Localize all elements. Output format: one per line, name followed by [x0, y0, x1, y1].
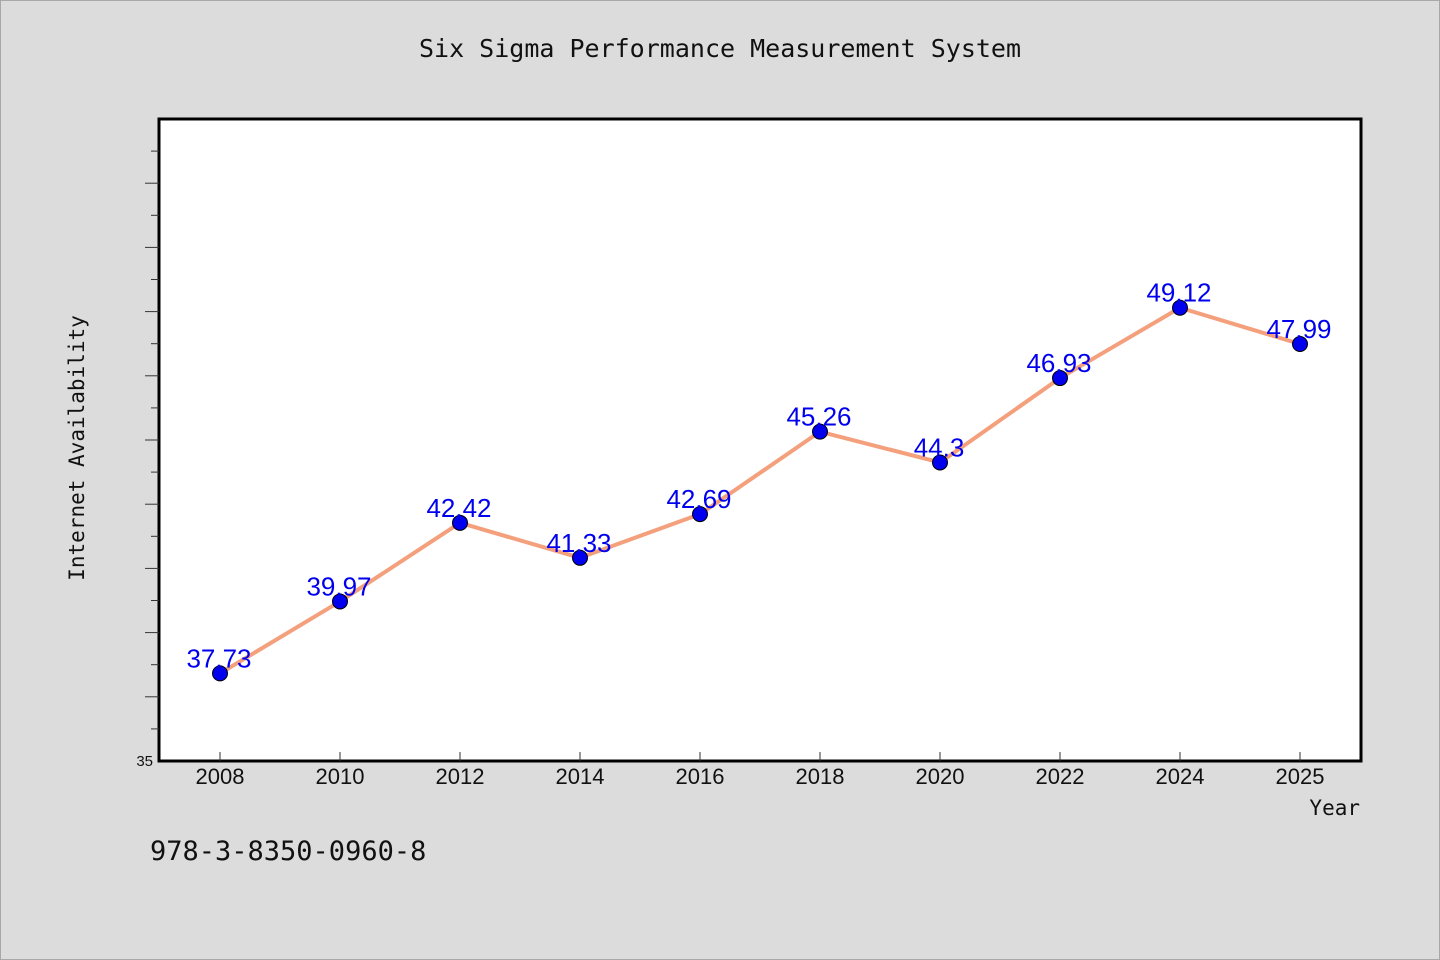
- data-point: [692, 506, 708, 523]
- data-label: 44.3: [914, 432, 965, 462]
- chart-title: Six Sigma Performance Measurement System: [418, 34, 1022, 63]
- x-tick-label: 2025: [1276, 764, 1325, 789]
- data-point: [212, 665, 228, 682]
- x-axis-ticks: 2008 2010 2012 2014 2016 2018 2020 2022 2024 2025: [196, 752, 1325, 789]
- series-line: [218, 305, 1302, 676]
- data-point: [932, 454, 948, 471]
- data-label: 42.42: [426, 493, 491, 523]
- x-tick-label: 2016: [676, 764, 725, 789]
- data-point: [332, 593, 348, 610]
- x-tick-label: 2020: [916, 764, 965, 789]
- x-axis-label: Year: [1309, 796, 1360, 820]
- x-tick-label: 2008: [196, 764, 245, 789]
- x-tick-label: 2024: [1156, 764, 1205, 789]
- data-point: [452, 514, 468, 531]
- data-labels: 37.73 39.97 42.42 41.33 42.69 45.26 44.3 46.93 4…: [186, 278, 1331, 674]
- data-point: [812, 423, 828, 440]
- y-tick-label: 35: [136, 753, 153, 770]
- data-point: [1292, 336, 1308, 353]
- data-point: [1172, 299, 1188, 316]
- data-label: 47.99: [1266, 314, 1331, 344]
- data-point: [1052, 370, 1068, 387]
- series-markers: [212, 299, 1308, 682]
- data-label: 37.73: [186, 643, 251, 673]
- data-label: 39.97: [306, 571, 371, 601]
- data-label: 46.93: [1026, 348, 1091, 378]
- data-label: 49.12: [1146, 278, 1211, 308]
- x-tick-label: 2018: [796, 764, 845, 789]
- data-label: 45.26: [786, 402, 851, 432]
- data-label: 41.33: [546, 528, 611, 558]
- isbn-text: 978-3-8350-0960-8: [150, 836, 427, 867]
- data-point: [572, 549, 588, 566]
- x-tick-label: 2014: [556, 764, 605, 789]
- x-tick-label: 2010: [316, 764, 365, 789]
- x-tick-label: 2022: [1036, 764, 1085, 789]
- data-label: 42.69: [666, 484, 731, 514]
- plot-area: [157, 117, 1363, 763]
- y-axis-ticks: 35: [136, 150, 159, 770]
- x-tick-label: 2012: [436, 764, 485, 789]
